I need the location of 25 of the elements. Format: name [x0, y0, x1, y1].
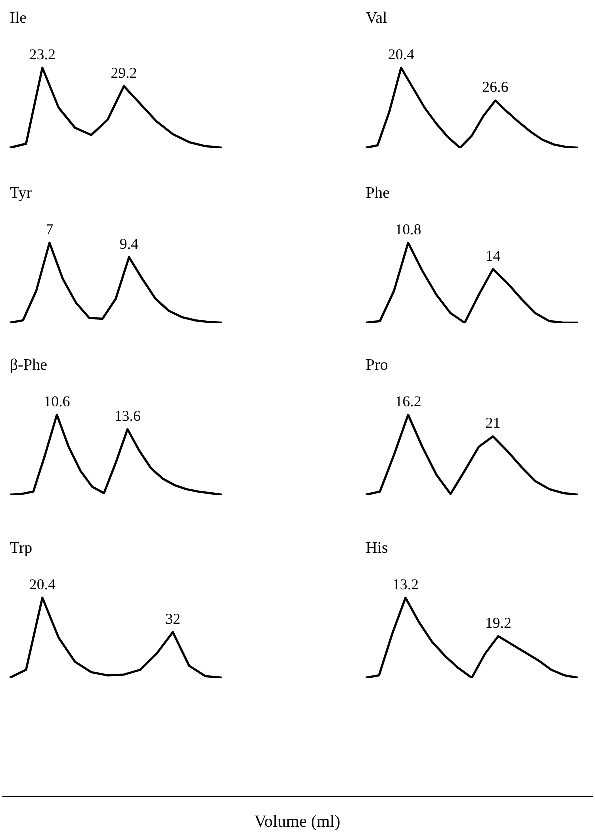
annotation: 26.6: [482, 80, 510, 96]
annotation: 14: [486, 248, 502, 265]
text: 23.2: [29, 47, 56, 64]
text: 20.4: [29, 577, 56, 594]
chart-title: His: [366, 540, 388, 558]
annotation: 32: [166, 612, 181, 628]
chart-title: Tyr: [10, 185, 32, 203]
annotation: 21: [486, 416, 501, 432]
chart-title: Phe: [366, 185, 390, 203]
annotation: 13.6: [114, 408, 142, 425]
text: 10.6: [44, 394, 71, 410]
annotation: 29.2: [111, 66, 138, 82]
text: 7: [46, 222, 54, 238]
x-axis-title: Volume (ml): [253, 812, 342, 832]
text: 20.4: [388, 47, 415, 64]
chart-title: Pro: [366, 357, 388, 375]
annotation: 19.2: [485, 616, 512, 632]
annotation: 9.4: [120, 236, 140, 253]
chart-title: β-Phe: [10, 357, 48, 375]
chart-title: Ile: [10, 10, 27, 28]
text: 16.2: [395, 394, 422, 410]
text: 13.2: [392, 577, 419, 594]
chart-title: Val: [366, 10, 388, 28]
text: 10.8: [395, 222, 422, 238]
chart-title: Trp: [10, 540, 33, 558]
